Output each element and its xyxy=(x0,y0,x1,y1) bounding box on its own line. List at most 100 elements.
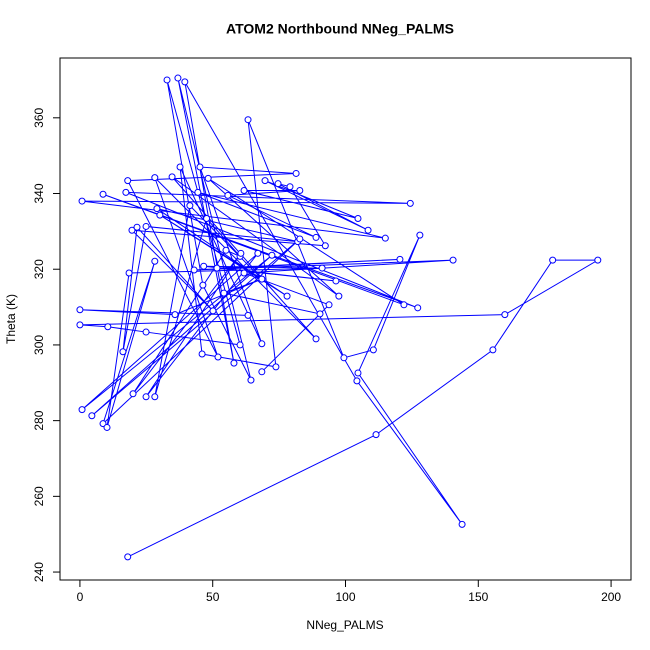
data-point xyxy=(240,269,248,277)
data-point xyxy=(103,423,111,431)
data-point xyxy=(168,173,176,181)
chart-title: ATOM2 Northbound NNeg_PALMS xyxy=(226,21,454,37)
data-point xyxy=(353,377,361,385)
data-point xyxy=(128,226,136,234)
data-point xyxy=(332,277,340,285)
data-point xyxy=(198,350,206,358)
data-point xyxy=(200,262,208,270)
data-point xyxy=(204,174,212,182)
data-point xyxy=(213,264,221,272)
data-point xyxy=(78,406,86,414)
data-point xyxy=(142,328,150,336)
data-point xyxy=(125,269,133,277)
data-point xyxy=(283,292,291,300)
data-point xyxy=(489,346,497,354)
data-point xyxy=(237,249,245,257)
data-point xyxy=(133,223,141,231)
data-point xyxy=(296,235,304,243)
data-point xyxy=(286,183,294,191)
data-point xyxy=(354,214,362,222)
y-tick-label: 260 xyxy=(32,486,46,506)
data-point xyxy=(199,281,207,289)
x-axis-label: NNeg_PALMS xyxy=(306,618,383,632)
data-point xyxy=(254,249,262,257)
y-tick-label: 300 xyxy=(32,335,46,355)
data-point xyxy=(194,188,202,196)
data-point xyxy=(594,256,602,264)
y-axis-label: Theta (K) xyxy=(4,294,18,344)
data-point xyxy=(230,359,238,367)
data-point xyxy=(400,301,408,309)
x-tick-label: 0 xyxy=(77,590,84,604)
plot-frame xyxy=(59,57,632,581)
data-point xyxy=(416,231,424,239)
data-point xyxy=(176,163,184,171)
data-point xyxy=(190,266,198,274)
data-point xyxy=(224,191,232,199)
data-point xyxy=(261,177,269,185)
data-point xyxy=(396,255,404,263)
data-point xyxy=(124,553,132,561)
data-point xyxy=(258,340,266,348)
data-point xyxy=(124,177,132,185)
data-point xyxy=(240,186,248,194)
y-tick-label: 240 xyxy=(32,562,46,582)
x-tick-label: 200 xyxy=(601,590,621,604)
x-tick-label: 50 xyxy=(206,590,220,604)
data-point xyxy=(78,197,86,205)
data-point xyxy=(292,169,300,177)
data-point xyxy=(244,116,252,124)
data-point xyxy=(156,211,164,219)
data-point xyxy=(186,202,194,210)
data-point xyxy=(316,310,324,318)
data-point xyxy=(88,412,96,420)
data-point xyxy=(321,242,329,250)
data-point xyxy=(196,163,204,171)
data-point xyxy=(151,257,159,265)
data-point xyxy=(274,180,282,188)
data-point xyxy=(340,354,348,362)
data-point xyxy=(174,74,182,82)
data-line xyxy=(79,77,600,558)
data-point xyxy=(220,289,228,297)
data-point xyxy=(318,264,326,272)
data-point xyxy=(258,368,266,376)
data-point xyxy=(214,353,222,361)
data-point xyxy=(335,292,343,300)
data-point xyxy=(76,306,84,314)
data-point xyxy=(549,256,557,264)
data-point xyxy=(354,369,362,377)
x-tick-label: 150 xyxy=(468,590,488,604)
data-point xyxy=(203,214,211,222)
data-point xyxy=(171,311,179,319)
data-point xyxy=(151,393,159,401)
data-point xyxy=(501,311,509,319)
y-tick-label: 360 xyxy=(32,107,46,127)
data-point xyxy=(142,393,150,401)
data-point xyxy=(381,234,389,242)
data-point xyxy=(244,311,252,319)
data-point xyxy=(372,431,380,439)
data-point xyxy=(236,341,244,349)
y-tick-label: 280 xyxy=(32,410,46,430)
data-point xyxy=(325,301,333,309)
data-point xyxy=(364,226,372,234)
data-point xyxy=(247,376,255,384)
data-point xyxy=(222,246,230,254)
data-point xyxy=(458,520,466,528)
data-point xyxy=(129,390,137,398)
data-point xyxy=(296,186,304,194)
data-point xyxy=(414,304,422,312)
data-point xyxy=(258,275,266,283)
data-point xyxy=(119,348,127,356)
data-point xyxy=(272,363,280,371)
data-point xyxy=(153,205,161,213)
x-tick-label: 100 xyxy=(335,590,355,604)
y-tick-label: 340 xyxy=(32,183,46,203)
data-point xyxy=(76,321,84,329)
data-point xyxy=(449,256,457,264)
data-point xyxy=(209,307,217,315)
data-point xyxy=(181,78,189,86)
